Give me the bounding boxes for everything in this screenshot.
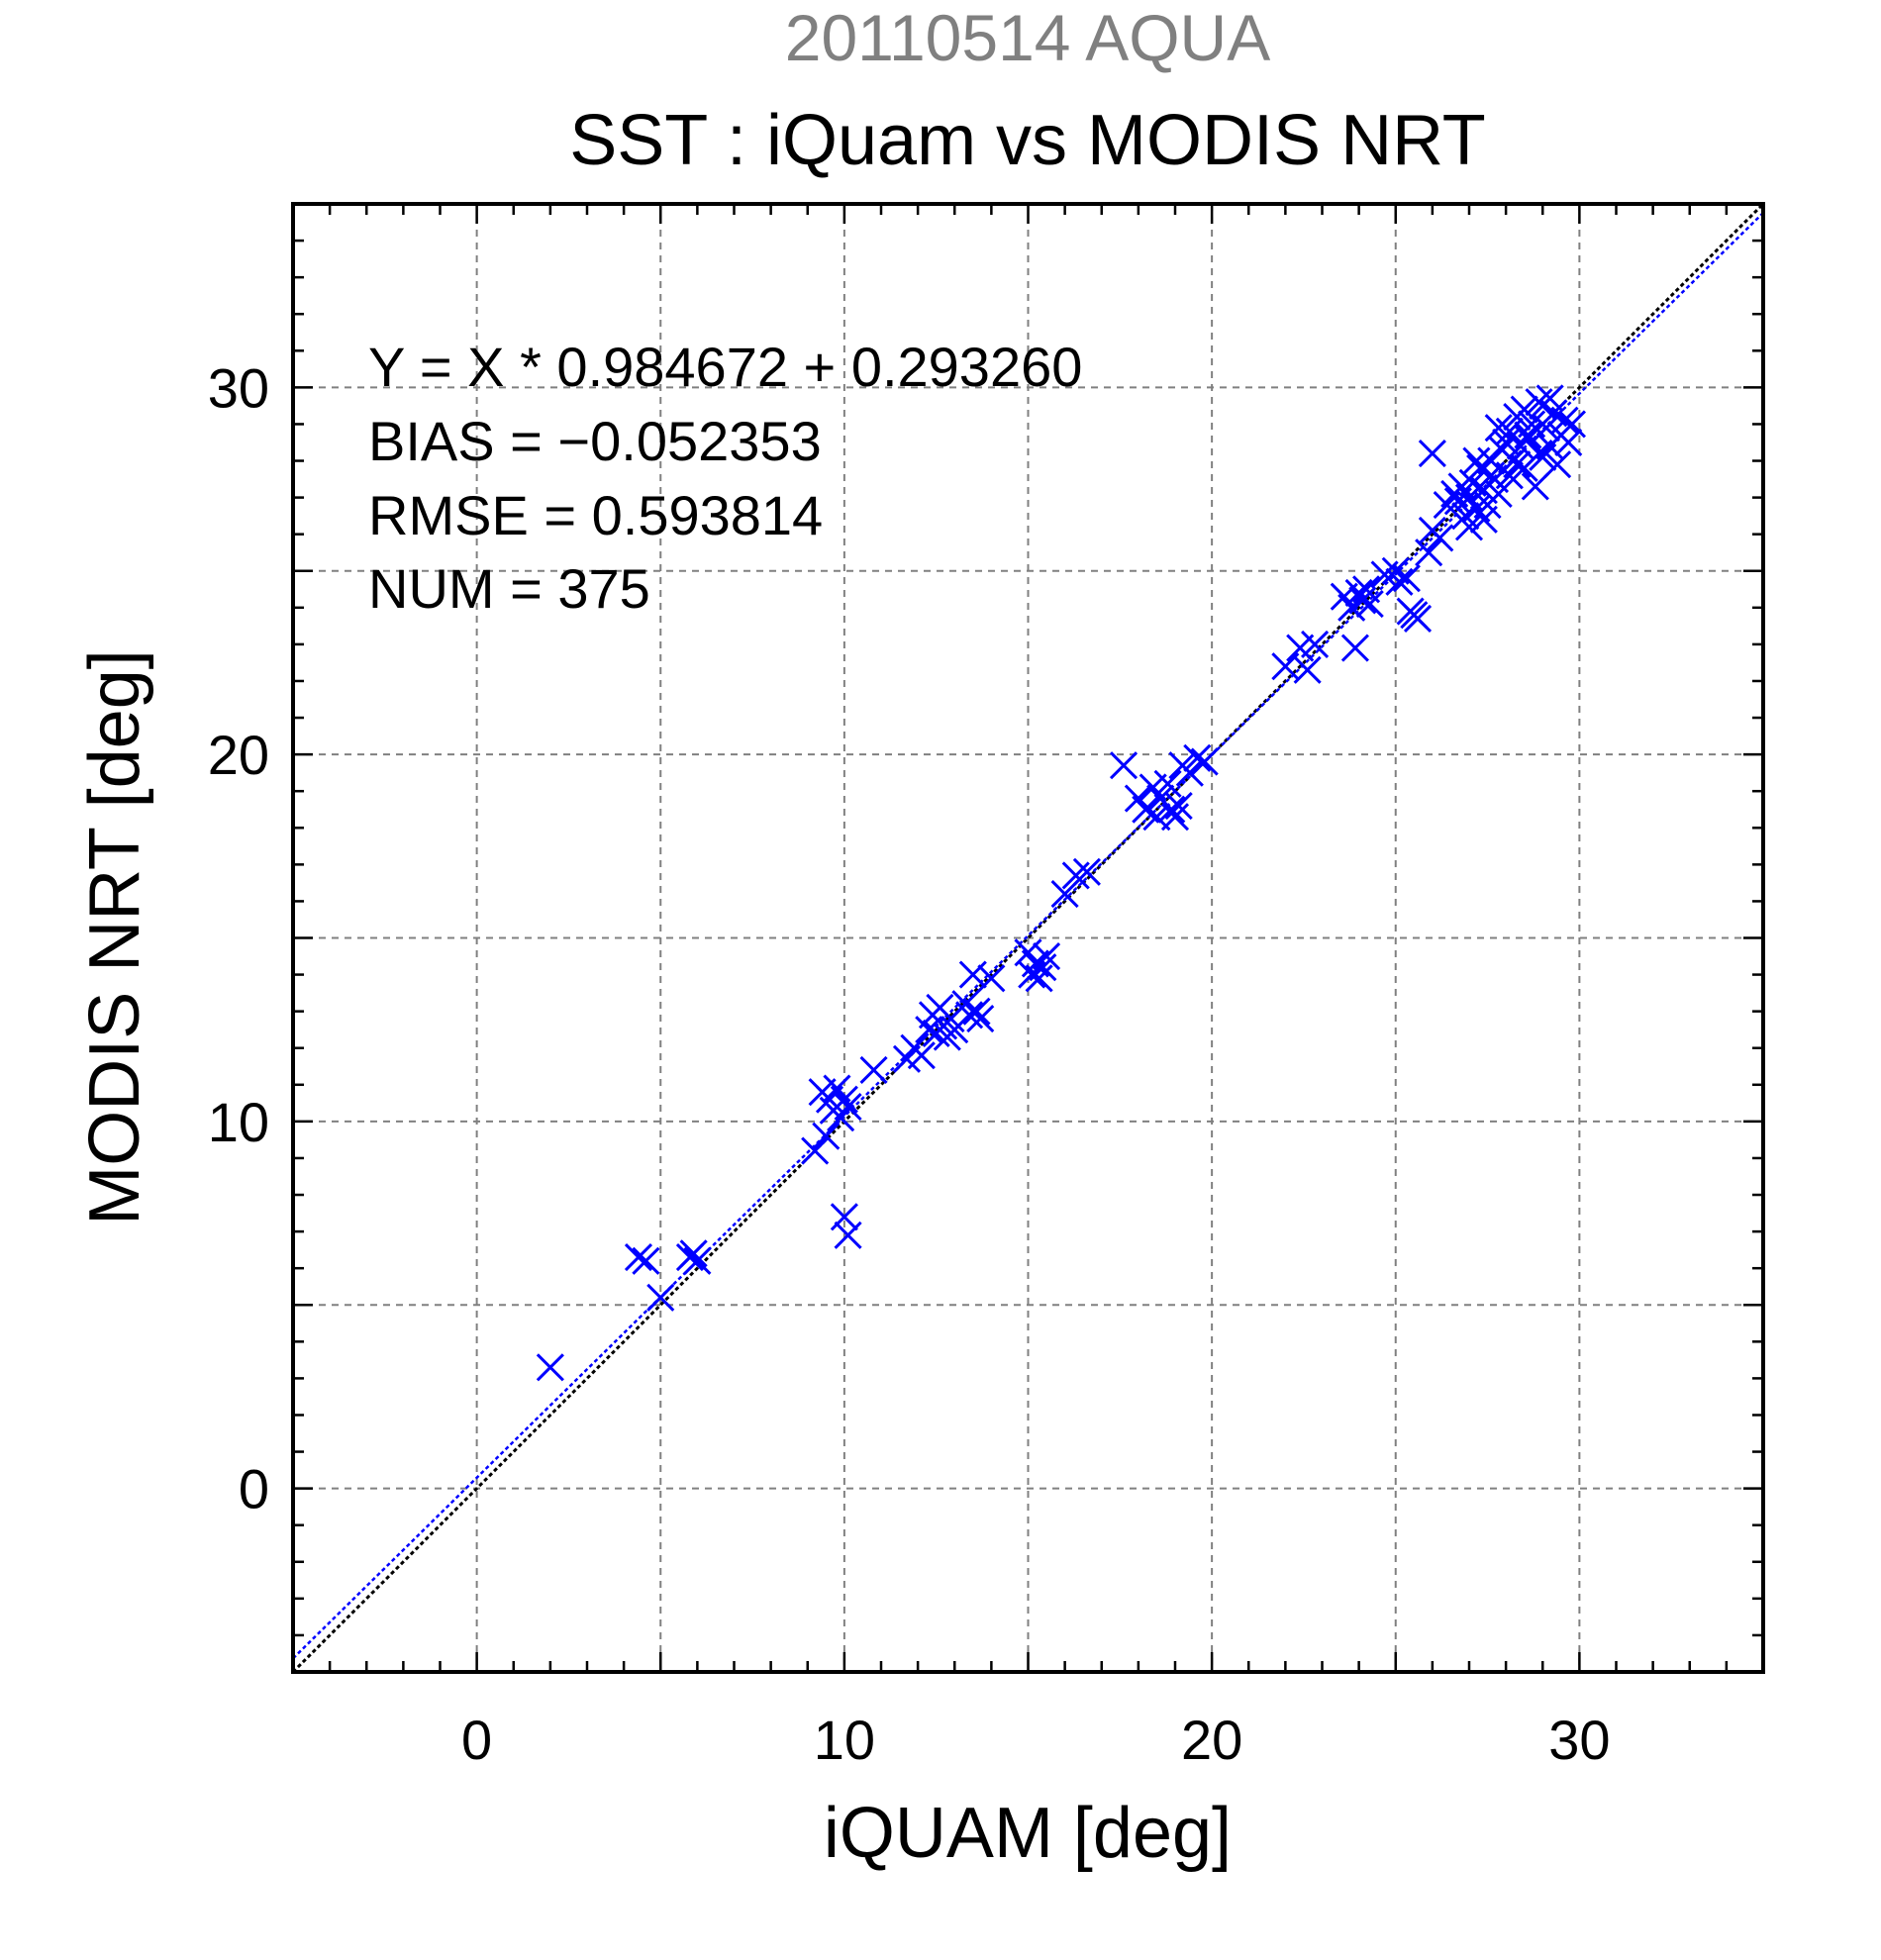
data-point xyxy=(1348,586,1377,615)
data-point xyxy=(1050,879,1079,909)
data-point xyxy=(1109,751,1138,780)
data-point xyxy=(1190,747,1219,776)
stats-fit: Y = X * 0.984672 + 0.293260 xyxy=(368,336,1082,398)
data-point xyxy=(966,1005,995,1033)
data-point xyxy=(1157,795,1186,824)
data-point xyxy=(1535,384,1564,413)
data-point xyxy=(1061,861,1090,890)
data-point xyxy=(1072,857,1101,886)
data-point xyxy=(632,1246,660,1275)
data-point xyxy=(1418,440,1446,468)
x-tick-labels: 0 10 20 30 xyxy=(461,1709,1610,1771)
data-point xyxy=(962,997,991,1026)
data-point xyxy=(1503,450,1532,479)
data-point xyxy=(1392,564,1421,593)
data-point xyxy=(955,1001,984,1029)
data-points xyxy=(536,384,1587,1382)
stats-num: NUM = 375 xyxy=(368,557,650,620)
data-point xyxy=(1495,417,1524,445)
chart-title: SST : iQuam vs MODIS NRT xyxy=(569,101,1486,180)
data-point xyxy=(1029,953,1057,982)
y-tick-label: 20 xyxy=(208,724,269,786)
data-point xyxy=(834,1092,862,1122)
data-point xyxy=(1164,791,1193,821)
y-tick-label: 0 xyxy=(239,1458,269,1520)
x-tick-label: 30 xyxy=(1548,1709,1610,1771)
data-point xyxy=(536,1353,564,1382)
data-point xyxy=(859,1055,888,1085)
data-point xyxy=(679,1239,708,1268)
data-point xyxy=(830,1203,858,1231)
data-point xyxy=(1025,964,1053,993)
x-tick-label: 10 xyxy=(814,1709,875,1771)
y-tick-label: 10 xyxy=(208,1091,269,1153)
data-point xyxy=(801,1136,830,1165)
plot-frame xyxy=(291,202,1765,1674)
data-point xyxy=(1484,479,1513,508)
data-point xyxy=(1426,524,1454,552)
stats-annotation: Y = X * 0.984672 + 0.293260 BIAS = −0.05… xyxy=(368,336,1082,620)
data-point xyxy=(1183,743,1212,772)
data-point xyxy=(1543,450,1572,479)
y-tick-labels: 0 10 20 30 xyxy=(208,356,269,1519)
data-point xyxy=(1385,567,1414,596)
data-point xyxy=(1529,442,1557,471)
data-point xyxy=(1355,590,1384,619)
data-point xyxy=(907,1041,936,1070)
chart-supertitle: 20110514 AQUA xyxy=(785,1,1271,74)
data-point xyxy=(1454,513,1484,541)
data-point xyxy=(1301,630,1330,658)
y-tick-label: 30 xyxy=(208,356,269,419)
data-point xyxy=(1403,604,1433,634)
stats-bias: BIAS = −0.052353 xyxy=(368,410,822,472)
y-axis-label: MODIS NRT [deg] xyxy=(75,649,154,1225)
data-point xyxy=(812,1122,841,1150)
data-point xyxy=(1340,634,1369,662)
data-point xyxy=(1514,421,1542,449)
data-point xyxy=(1175,758,1204,787)
data-point xyxy=(624,1242,653,1272)
data-point xyxy=(1525,388,1553,417)
data-point xyxy=(958,960,987,989)
data-point xyxy=(1554,428,1583,457)
data-point xyxy=(1153,769,1182,798)
x-tick-label: 0 xyxy=(461,1709,492,1771)
data-point xyxy=(1557,410,1587,439)
x-axis-label: iQUAM [deg] xyxy=(824,1794,1232,1873)
stats-rmse: RMSE = 0.593814 xyxy=(368,484,823,546)
data-point xyxy=(1484,414,1513,442)
data-point xyxy=(683,1246,712,1275)
data-point xyxy=(830,1085,858,1114)
data-point xyxy=(1532,414,1561,442)
data-point xyxy=(1510,395,1538,424)
data-point xyxy=(1462,446,1491,475)
data-point xyxy=(1160,803,1190,832)
data-point xyxy=(1032,941,1061,971)
x-tick-label: 20 xyxy=(1181,1709,1242,1771)
data-point xyxy=(1293,655,1322,684)
data-point xyxy=(977,964,1006,993)
data-point xyxy=(1469,505,1498,534)
data-point xyxy=(1521,472,1549,501)
grid xyxy=(293,204,1763,1672)
data-point xyxy=(834,1221,862,1249)
data-point xyxy=(646,1283,675,1312)
